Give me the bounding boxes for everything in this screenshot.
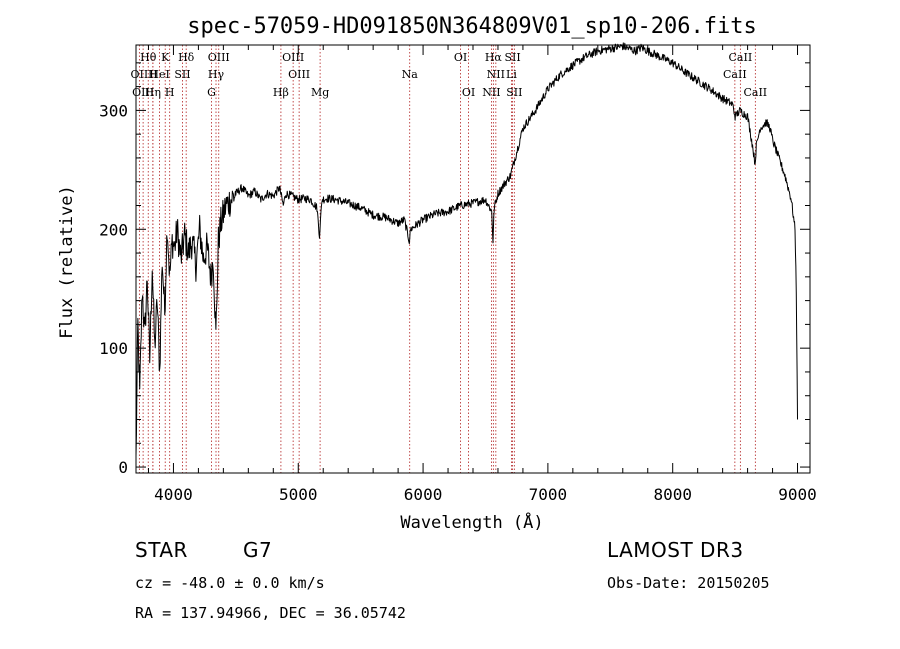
chart-title: spec-57059-HD091850N364809V01_sp10-206.f… <box>187 14 757 39</box>
x-axis-ticks: 4000 5000 6000 7000 8000 9000 <box>147 45 817 504</box>
redshift-text: cz = -48.0 ± 0.0 km/s <box>135 574 325 592</box>
spectral-line-label-20: Hη <box>145 86 161 99</box>
spectral-line-label-6: Hα <box>485 51 503 64</box>
spectral-line-label-15: Na <box>402 68 419 81</box>
spectral-line-label-8: CaII <box>729 51 753 64</box>
spectral-line-label-3: OIII <box>208 51 230 64</box>
spectral-line-markers <box>138 45 756 473</box>
x-axis-label: Wavelength (Å) <box>400 511 543 533</box>
spectral-line-label-17: Li <box>506 68 517 81</box>
spectral-line-label-2: Hδ <box>178 51 195 64</box>
spectral-line-label-18: CaII <box>723 68 747 81</box>
spectral-line-label-28: CaII <box>743 86 767 99</box>
y-tick-label: 100 <box>99 339 128 358</box>
spectral-line-label-10: H <box>148 68 158 81</box>
spectrum-line-0 <box>135 42 799 456</box>
spectral-line-label-19: OIII <box>132 86 154 99</box>
spectral-line-label-13: Hγ <box>208 68 225 81</box>
spectral-line-label-27: SII <box>506 86 522 99</box>
y-axis-label: Flux (relative) <box>57 185 77 339</box>
x-tick-label: 6000 <box>404 485 443 504</box>
object-class-label: STAR <box>135 538 188 562</box>
y-tick-label: 0 <box>118 458 128 477</box>
survey-label: LAMOST DR3 <box>607 538 744 562</box>
spectral-line-label-9: OII <box>131 68 149 81</box>
y-tick-label: 300 <box>99 101 128 120</box>
spectral-line-label-4: OIII <box>282 51 304 64</box>
y-tick-label: 200 <box>99 220 128 239</box>
x-tick-label: 5000 <box>279 485 318 504</box>
obs-date-text: Obs-Date: 20150205 <box>607 574 770 592</box>
spectral-line-label-5: OI <box>454 51 467 64</box>
subclass-label: G7 <box>243 538 273 562</box>
x-tick-label: 4000 <box>154 485 193 504</box>
spectral-line-label-12: SII <box>174 68 190 81</box>
x-tick-label: 8000 <box>653 485 692 504</box>
spectral-line-label-25: OI <box>462 86 475 99</box>
spectral-line-label-0: Hθ <box>140 51 157 64</box>
y-axis-ticks: 0 100 200 300 <box>99 62 810 477</box>
coordinates-text: RA = 137.94966, DEC = 36.05742 <box>135 604 406 622</box>
x-tick-label: 9000 <box>778 485 817 504</box>
spectral-line-label-26: NII <box>482 86 500 99</box>
spectral-line-label-14: OIII <box>288 68 310 81</box>
spectral-line-label-24: Mg <box>311 86 329 99</box>
spectral-line-label-11: HeI <box>149 68 169 81</box>
spectral-line-label-16: NII <box>487 68 505 81</box>
spectral-line-label-1: K <box>161 51 170 64</box>
spectral-line-label-22: G <box>207 86 216 99</box>
spectral-line-label-7: SII <box>504 51 520 64</box>
plot-frame <box>135 44 811 474</box>
spectral-line-label-23: Hβ <box>273 86 289 99</box>
spectral-line-label-21: H <box>165 86 175 99</box>
x-tick-label: 7000 <box>529 485 568 504</box>
spectrum-series <box>135 42 799 456</box>
